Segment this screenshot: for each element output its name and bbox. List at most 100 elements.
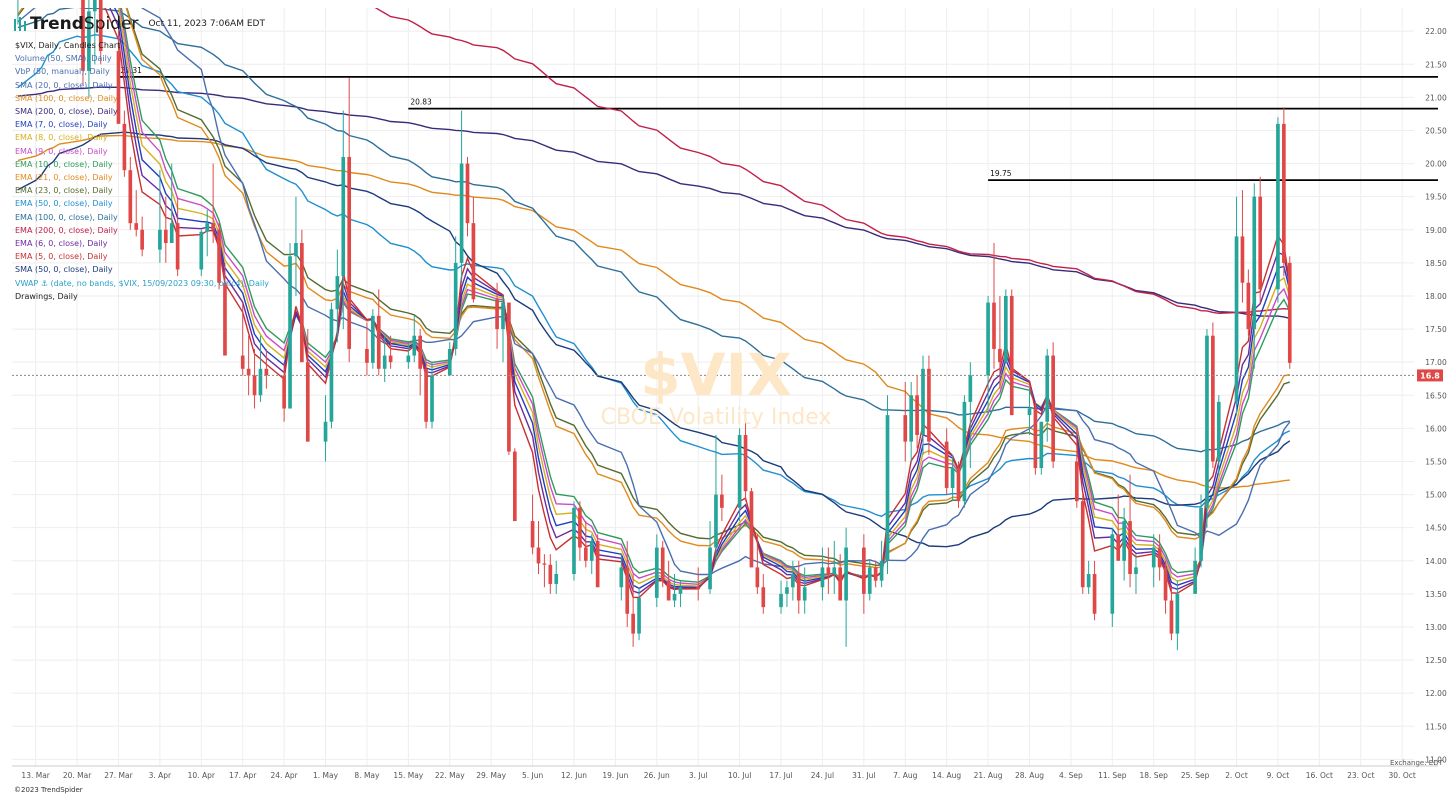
legend-item[interactable]: EMA (10, 0, close), Daily (15, 159, 113, 169)
candle (749, 487, 754, 568)
candle (678, 580, 683, 608)
legend-item[interactable]: EMA (9, 0, close), Daily (15, 146, 108, 156)
candle (81, 0, 85, 85)
candle-body (199, 231, 204, 270)
candle (294, 196, 298, 296)
candle-body (826, 567, 831, 575)
candle-body (1134, 567, 1138, 575)
candle-body (1205, 335, 1209, 508)
candle-body (714, 494, 718, 548)
candle-body (116, 51, 121, 124)
candle (1116, 494, 1121, 561)
candle-body (365, 348, 369, 363)
candle (530, 494, 535, 555)
candle (838, 554, 843, 601)
candle (471, 196, 476, 303)
candle (507, 302, 511, 455)
candle-body (1199, 507, 1203, 561)
candle-body (885, 415, 890, 561)
legend-item[interactable]: VbP (50, manual), Daily (15, 67, 110, 77)
legend-item[interactable]: SMA (200, 0, close), Daily (15, 107, 118, 117)
candle (1051, 342, 1055, 469)
y-tick-label: 11.50 (1425, 722, 1447, 731)
candle (743, 415, 748, 502)
candle-body (631, 613, 635, 634)
x-tick-label: 24. Apr (270, 771, 298, 780)
candle (915, 375, 919, 449)
y-tick-label: 12.50 (1425, 656, 1447, 665)
candle-body (347, 156, 352, 349)
legend-item[interactable]: EMA (50, 0, close), Daily (15, 199, 113, 209)
candle (418, 329, 423, 396)
candle-body (968, 375, 973, 402)
candle (826, 547, 831, 594)
x-tick-label: 17. Jul (769, 771, 792, 780)
candles (17, 0, 1292, 651)
legend-item[interactable]: VWAP ⚓ (date, no bands, $VIX, 15/09/2023… (15, 278, 270, 288)
candle (631, 574, 635, 647)
y-tick-label: 15.50 (1425, 457, 1447, 466)
candle (1199, 494, 1203, 568)
candle (909, 382, 914, 462)
candle (832, 540, 837, 594)
legend-item[interactable]: Volume (50, SMA), Daily (15, 54, 112, 64)
legend-item[interactable]: EMA (7, 0, close), Daily (15, 120, 108, 130)
legend-item[interactable]: SMA (100, 0, close), Daily (15, 93, 118, 103)
chart-timestamp: Oct 11, 2023 7:06AM EDT (148, 19, 265, 29)
candle (282, 362, 286, 422)
legend-item[interactable]: SMA (20, 0, close), Daily (15, 80, 113, 90)
candle (335, 249, 340, 343)
x-tick-label: 16. Oct (1306, 771, 1333, 780)
legend-item[interactable]: EMA (21, 0, close), Daily (15, 173, 113, 183)
candle-body (992, 302, 996, 349)
candle (1240, 190, 1245, 303)
candle-body (796, 574, 801, 601)
candle (264, 348, 269, 389)
candle (175, 196, 180, 277)
y-tick-label: 11.00 (1425, 755, 1447, 764)
candle-body (589, 540, 594, 561)
candle-body (1033, 408, 1038, 469)
legend-item[interactable]: $VIX, Daily, Candles Chart (15, 41, 121, 50)
candle-body (1234, 236, 1239, 402)
candle (1163, 560, 1168, 614)
candle (246, 335, 251, 396)
candle (382, 335, 387, 383)
legend-item[interactable]: SMA (50, 0, close), Daily (15, 265, 113, 275)
candle-body (867, 567, 872, 594)
legend-item[interactable]: EMA (23, 0, close), Daily (15, 186, 113, 196)
candle (921, 355, 925, 455)
trendspider-logo-icon (14, 17, 26, 31)
candle-body (1122, 521, 1126, 561)
legend-item[interactable]: EMA (100, 0, close), Daily (15, 212, 118, 222)
legend-item[interactable]: EMA (200, 0, close), Daily (15, 225, 118, 235)
candle (347, 77, 352, 363)
candle-body (453, 262, 458, 349)
candle (660, 540, 665, 588)
candle (365, 322, 369, 376)
candle (696, 567, 701, 601)
candle-body (300, 243, 304, 363)
candle-body (282, 375, 286, 409)
candle-body (459, 163, 464, 263)
candle (92, 0, 97, 65)
candle (424, 362, 428, 429)
candle-body (1211, 335, 1215, 462)
candle-body (240, 355, 245, 369)
legend-item[interactable]: EMA (5, 0, close), Daily (15, 252, 108, 262)
candle-body (1175, 593, 1180, 634)
candle-body (323, 421, 328, 442)
candle (169, 163, 174, 244)
candle-body (862, 547, 866, 594)
candle-body (1246, 282, 1251, 330)
candle-body (81, 0, 85, 71)
candle-body (341, 156, 346, 277)
candle-body (944, 441, 949, 488)
candle (300, 229, 304, 363)
candle (548, 554, 553, 594)
y-tick-label: 16.00 (1425, 424, 1447, 433)
legend-item[interactable]: Drawings, Daily (15, 291, 78, 301)
legend-item[interactable]: EMA (8, 0, close), Daily (15, 133, 108, 143)
legend-item[interactable]: EMA (6, 0, close), Daily (15, 239, 108, 249)
